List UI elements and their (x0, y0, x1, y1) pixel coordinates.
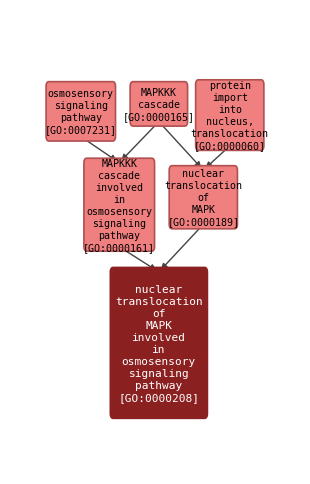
FancyBboxPatch shape (110, 268, 207, 419)
FancyBboxPatch shape (84, 159, 155, 252)
Text: protein
import
into
nucleus,
translocation
[GO:0000060]: protein import into nucleus, translocati… (191, 81, 269, 151)
FancyBboxPatch shape (196, 81, 264, 151)
Text: MAPKKK
cascade
involved
in
osmosensory
signaling
pathway
[GO:0000161]: MAPKKK cascade involved in osmosensory s… (83, 158, 155, 252)
Text: nuclear
translocation
of
MAPK
involved
in
osmosensory
signaling
pathway
[GO:0000: nuclear translocation of MAPK involved i… (115, 284, 203, 402)
FancyBboxPatch shape (130, 82, 188, 127)
FancyBboxPatch shape (46, 82, 116, 142)
Text: osmosensory
signaling
pathway
[GO:0007231]: osmosensory signaling pathway [GO:000723… (45, 89, 117, 135)
Text: nuclear
translocation
of
MAPK
[GO:0000189]: nuclear translocation of MAPK [GO:000018… (164, 169, 242, 227)
Text: MAPKKK
cascade
[GO:0000165]: MAPKKK cascade [GO:0000165] (123, 88, 195, 121)
FancyBboxPatch shape (169, 166, 237, 229)
